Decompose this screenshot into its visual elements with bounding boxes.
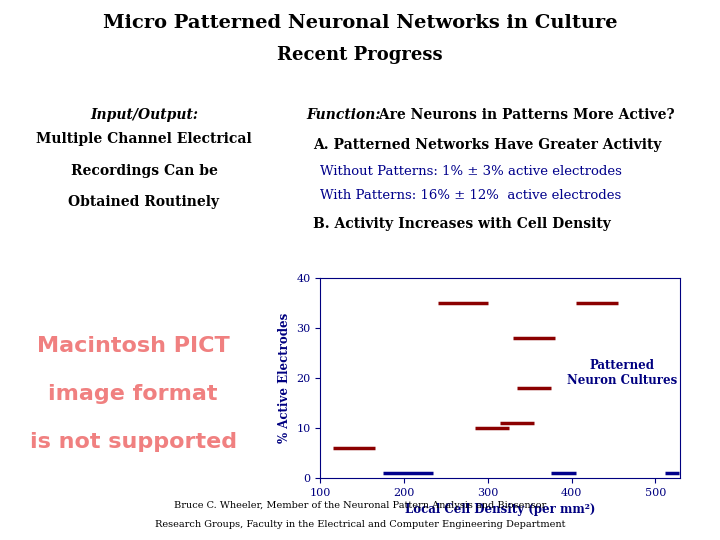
Text: Obtained Routinely: Obtained Routinely: [68, 195, 220, 209]
Text: Research Groups, Faculty in the Electrical and Computer Engineering Department: Research Groups, Faculty in the Electric…: [155, 520, 565, 529]
Text: Recordings Can be: Recordings Can be: [71, 164, 217, 178]
X-axis label: Local Cell Density (per mm²): Local Cell Density (per mm²): [405, 503, 595, 516]
Text: A. Patterned Networks Have Greater Activity: A. Patterned Networks Have Greater Activ…: [313, 138, 662, 152]
Text: Bruce C. Wheeler, Member of the Neuronal Pattern Analysis and Biosensor: Bruce C. Wheeler, Member of the Neuronal…: [174, 501, 546, 510]
Text: Micro Patterned Neuronal Networks in Culture: Micro Patterned Neuronal Networks in Cul…: [103, 14, 617, 31]
Text: Without Patterns: 1% ± 3% active electrodes: Without Patterns: 1% ± 3% active electro…: [320, 165, 622, 178]
Text: Function:: Function:: [306, 108, 380, 122]
Text: image format: image format: [48, 384, 218, 404]
Text: is not supported: is not supported: [30, 433, 237, 453]
Text: Recent Progress: Recent Progress: [277, 46, 443, 64]
Text: Patterned
Neuron Cultures: Patterned Neuron Cultures: [567, 359, 677, 387]
Text: With Patterns: 16% ± 12%  active electrodes: With Patterns: 16% ± 12% active electrod…: [320, 189, 621, 202]
Text: Are Neurons in Patterns More Active?: Are Neurons in Patterns More Active?: [374, 108, 675, 122]
Y-axis label: % Active Electrodes: % Active Electrodes: [278, 313, 291, 443]
Text: Macintosh PICT: Macintosh PICT: [37, 335, 230, 356]
Text: Multiple Channel Electrical: Multiple Channel Electrical: [36, 132, 252, 146]
Text: Input/Output:: Input/Output:: [90, 108, 198, 122]
Text: B. Activity Increases with Cell Density: B. Activity Increases with Cell Density: [313, 217, 611, 231]
